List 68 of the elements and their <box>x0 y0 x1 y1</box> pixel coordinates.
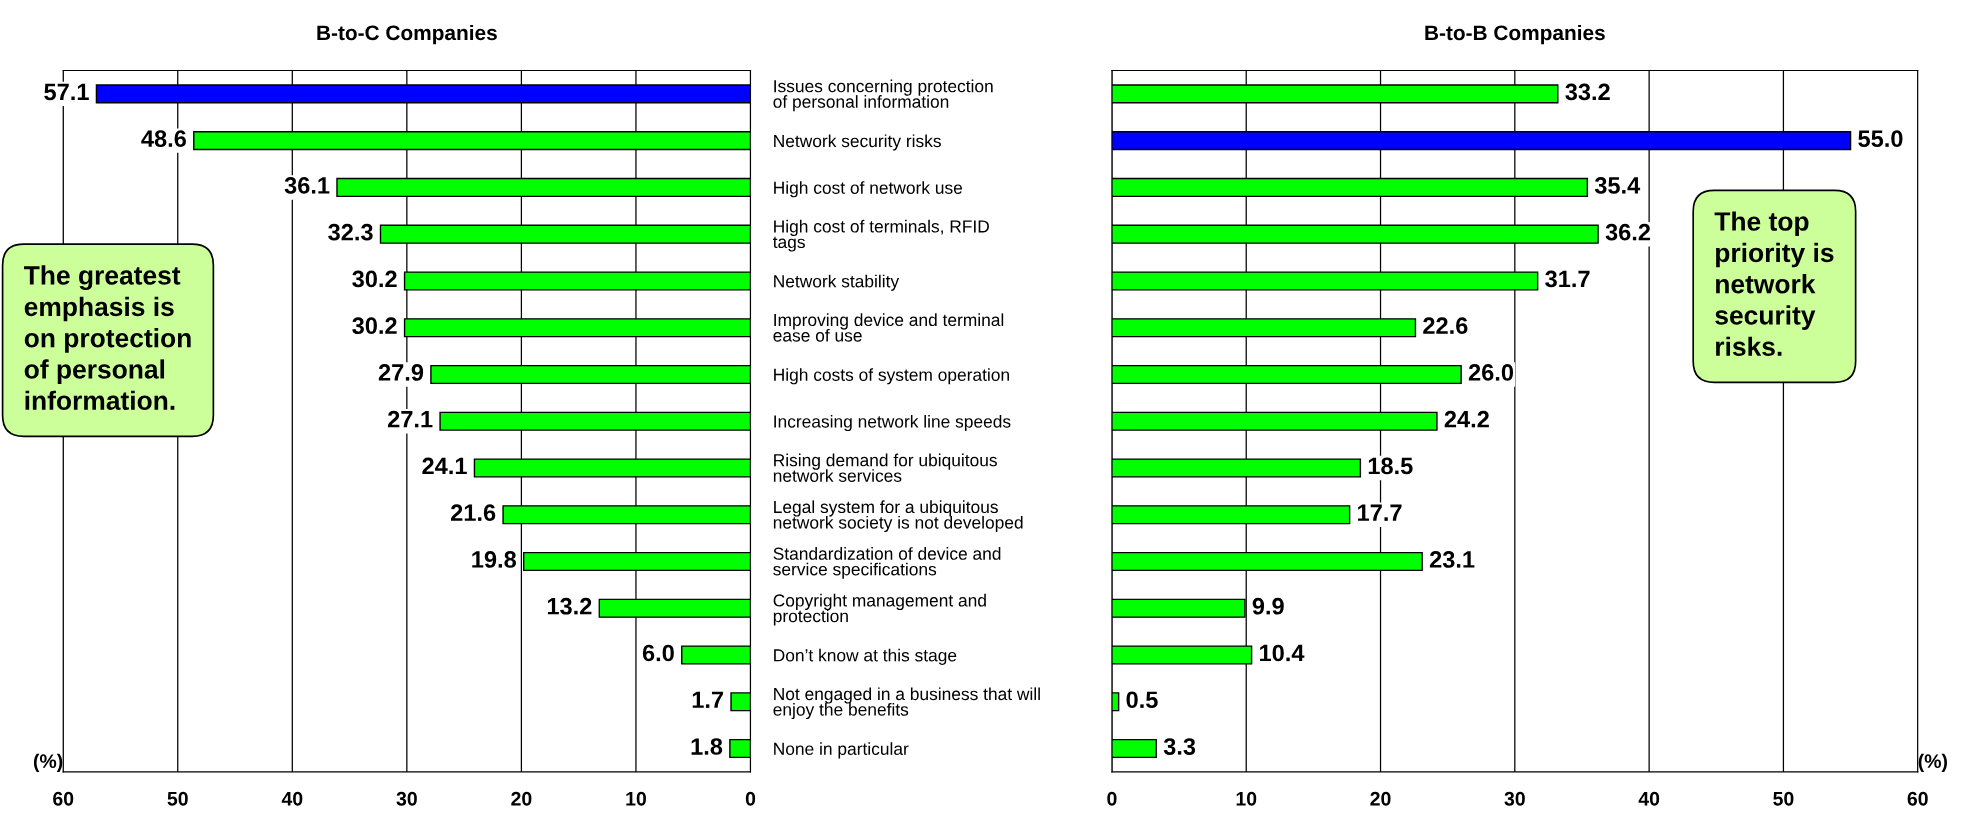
x-tick-label: 50 <box>1773 791 1794 806</box>
data-label: 33.2 <box>1565 83 1610 101</box>
y-tick-label: Not engaged in a business that will enjoy the benefits <box>773 687 1040 720</box>
data-label: 27.1 <box>387 410 433 428</box>
data-label: 48.6 <box>141 130 186 148</box>
data-label: 21.6 <box>451 504 496 522</box>
data-label: 3.3 <box>1163 738 1196 755</box>
y-tick-label: High costs of system operation <box>774 368 1009 385</box>
x-tick-label: 20 <box>1370 791 1391 806</box>
data-label: 6.0 <box>642 644 674 662</box>
chart-title: B-to-B Companies <box>1425 24 1605 45</box>
data-label: 13.2 <box>547 597 592 615</box>
y-tick-label: Increasing network line speeds <box>774 414 1011 432</box>
y-tick-label: None in particular <box>774 742 909 759</box>
data-label: 17.7 <box>1358 504 1402 521</box>
y-tick-label: Improving device and terminal ease of use <box>773 313 1004 342</box>
y-tick-label: Network stability <box>774 274 900 291</box>
x-tick-label: 20 <box>511 791 532 806</box>
data-label: 55.0 <box>1858 130 1903 148</box>
data-label: 1.7 <box>692 691 724 708</box>
y-tick-label: High cost of terminals, RFID tags <box>772 219 989 252</box>
x-tick-label: 0 <box>1107 791 1117 806</box>
y-tick-label: High cost of network use <box>774 181 963 198</box>
y-tick-label: Legal system for a ubiquitous network society is not developed <box>773 500 1023 533</box>
data-label: 30.2 <box>352 317 397 335</box>
bar <box>730 692 751 712</box>
y-tick-label: Don’t know at this stage <box>774 648 957 665</box>
bar <box>681 645 751 665</box>
data-label: 0.5 <box>1126 691 1158 709</box>
data-label: 36.1 <box>284 177 330 194</box>
bar <box>729 738 751 759</box>
x-tick-label: 50 <box>167 791 188 806</box>
data-label: 30.2 <box>352 270 397 288</box>
x-tick-label: 0 <box>745 791 756 806</box>
x-tick-label: 10 <box>626 791 646 806</box>
data-label: 1.8 <box>691 738 723 755</box>
data-label: 9.9 <box>1252 597 1284 615</box>
x-axis-title: (%) <box>1918 753 1947 772</box>
data-label: 18.5 <box>1368 457 1413 475</box>
chart-title: B-to-C Companies <box>317 24 497 45</box>
data-label: 22.6 <box>1423 317 1468 335</box>
y-tick-label: Copyright management and protection <box>773 593 986 626</box>
data-label: 31.7 <box>1545 270 1590 288</box>
y-tick-label: Issues concerning protection of personal information <box>773 79 993 112</box>
data-label: 27.9 <box>378 364 424 381</box>
data-label: 26.0 <box>1468 364 1514 381</box>
data-label: 36.2 <box>1605 223 1651 241</box>
x-tick-label: 60 <box>53 791 74 806</box>
data-label: 24.1 <box>422 457 467 475</box>
data-label: 19.8 <box>472 551 517 568</box>
annotation: The greatest emphasis is on protection of personal information. <box>24 265 191 411</box>
data-label: 23.1 <box>1429 551 1475 568</box>
x-tick-label: 30 <box>396 791 417 806</box>
x-axis-title: (%) <box>33 753 63 772</box>
data-label: 32.3 <box>328 223 373 241</box>
data-label: 57.1 <box>44 83 89 101</box>
data-label: 10.4 <box>1260 644 1305 662</box>
x-tick-label: 30 <box>1504 791 1525 806</box>
y-tick-label: Rising demand for ubiquitous network services <box>773 453 997 482</box>
x-tick-label: 60 <box>1907 791 1928 806</box>
x-tick-label: 10 <box>1236 791 1257 806</box>
x-tick-label: 40 <box>281 791 303 806</box>
annotation: The top priority is network security risks. <box>1714 211 1834 357</box>
data-label: 35.4 <box>1594 177 1641 194</box>
y-tick-label: Network security risks <box>774 134 941 151</box>
data-label: 24.2 <box>1444 410 1489 428</box>
x-tick-label: 40 <box>1638 791 1660 806</box>
y-tick-label: Standardization of device and service specifications <box>773 547 1001 579</box>
